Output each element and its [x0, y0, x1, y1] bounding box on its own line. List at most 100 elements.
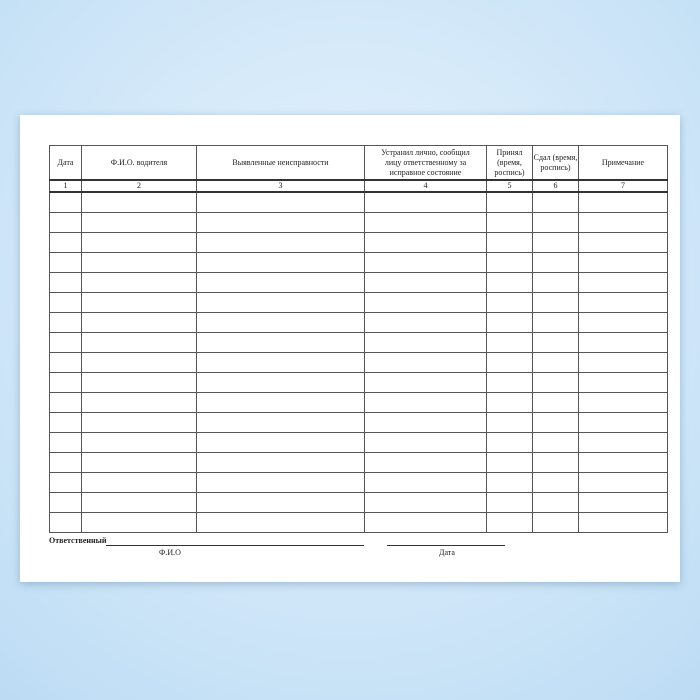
table-row: [49, 191, 668, 213]
table-cell: [196, 432, 365, 453]
table-cell: [532, 352, 579, 373]
table-cell: [196, 232, 365, 253]
table-cell: [196, 292, 365, 313]
table-cell: [364, 372, 487, 393]
table-cell: [578, 492, 668, 513]
table-cell: [578, 272, 668, 293]
table-cell: [578, 412, 668, 433]
table-cell: [364, 492, 487, 513]
table-cell: [578, 332, 668, 353]
table-cell: [49, 512, 82, 533]
table-cell: [81, 272, 197, 293]
table-cell: [364, 432, 487, 453]
table-cell: [532, 432, 579, 453]
table-cell: [486, 512, 533, 533]
col-number: 5: [486, 179, 533, 193]
table-cell: [81, 412, 197, 433]
table-cell: [49, 272, 82, 293]
table-cell: [532, 252, 579, 273]
table-cell: [364, 472, 487, 493]
header-driver-name: Ф.И.О. водителя: [81, 145, 197, 181]
table-row: [49, 272, 668, 293]
table-cell: [532, 392, 579, 413]
table-cell: [532, 492, 579, 513]
table-cell: [578, 372, 668, 393]
col-number: 3: [196, 179, 365, 193]
table-cell: [81, 252, 197, 273]
table-row: [49, 432, 668, 453]
table-cell: [364, 272, 487, 293]
table-cell: [81, 512, 197, 533]
table-cell: [532, 292, 579, 313]
table-cell: [578, 352, 668, 373]
table-cell: [578, 392, 668, 413]
table-cell: [532, 272, 579, 293]
table-cell: [196, 472, 365, 493]
table-cell: [196, 332, 365, 353]
journal-table: Дата Ф.И.О. водителя Выявленные неисправ…: [49, 145, 668, 533]
table-cell: [532, 412, 579, 433]
table-cell: [532, 212, 579, 233]
table-cell: [578, 472, 668, 493]
table-cell: [364, 232, 487, 253]
table-cell: [532, 312, 579, 333]
table-cell: [532, 232, 579, 253]
table-cell: [578, 252, 668, 273]
table-cell: [364, 392, 487, 413]
table-cell: [81, 292, 197, 313]
col-number: 1: [49, 179, 82, 193]
table-cell: [364, 512, 487, 533]
header-faults: Выявленные неисправности: [196, 145, 365, 181]
table-row: [49, 472, 668, 493]
table-row: [49, 312, 668, 333]
table-cell: [49, 352, 82, 373]
table-cell: [81, 312, 197, 333]
table-cell: [49, 292, 82, 313]
table-cell: [49, 232, 82, 253]
table-cell: [364, 412, 487, 433]
table-cell: [578, 212, 668, 233]
table-row: [49, 352, 668, 373]
table-row: [49, 212, 668, 233]
table-cell: [81, 232, 197, 253]
table-cell: [532, 191, 579, 213]
table-cell: [49, 252, 82, 273]
table-cell: [81, 472, 197, 493]
table-cell: [532, 332, 579, 353]
col-number: 4: [364, 179, 487, 193]
table-cell: [49, 492, 82, 513]
col-number: 2: [81, 179, 197, 193]
table-cell: [49, 412, 82, 433]
table-cell: [364, 452, 487, 473]
table-cell: [486, 412, 533, 433]
table-cell: [49, 432, 82, 453]
header-date: Дата: [49, 145, 82, 181]
table-cell: [196, 252, 365, 273]
table-cell: [486, 352, 533, 373]
table-row: [49, 372, 668, 393]
table-cell: [578, 512, 668, 533]
table-row: [49, 332, 668, 353]
table-cell: [486, 292, 533, 313]
date-signature-line: [387, 545, 505, 546]
table-cell: [578, 432, 668, 453]
table-cell: [532, 452, 579, 473]
header-handed-over: Сдал (время, роспись): [532, 145, 579, 181]
table-row: [49, 252, 668, 273]
header-fixed-by: Устранил лично, сообщил лицу ответственн…: [364, 145, 487, 181]
table-cell: [49, 472, 82, 493]
table-cell: [196, 312, 365, 333]
form-sheet: Дата Ф.И.О. водителя Выявленные неисправ…: [20, 115, 680, 582]
table-row: [49, 412, 668, 433]
table-cell: [196, 212, 365, 233]
table-cell: [81, 392, 197, 413]
table-cell: [49, 212, 82, 233]
header-accepted: Принял (время, роспись): [486, 145, 533, 181]
table-cell: [364, 191, 487, 213]
table-cell: [196, 372, 365, 393]
table-row: [49, 492, 668, 513]
table-cell: [486, 191, 533, 213]
table-cell: [486, 232, 533, 253]
table-cell: [49, 191, 82, 213]
header-note: Примечание: [578, 145, 668, 181]
